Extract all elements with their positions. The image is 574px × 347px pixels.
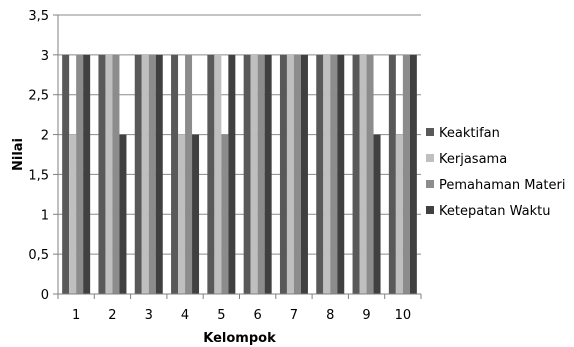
y-tick-labels: 0 0,5 1 1,5 2 2,5 3 3,5 xyxy=(28,9,58,303)
legend-swatch xyxy=(426,206,434,214)
y-tick-label: 0 xyxy=(41,288,49,303)
bar-keaktifan-5 xyxy=(207,54,215,294)
bar-kerjasama-3 xyxy=(141,54,149,294)
bar-ketepatan-waktu-6 xyxy=(264,54,272,294)
bar-keaktifan-7 xyxy=(279,54,287,294)
bar-kerjasama-5 xyxy=(214,54,222,294)
y-tick-label: 0,5 xyxy=(28,248,49,263)
bar-pemahaman-materi-2 xyxy=(112,54,120,294)
x-tick-label: 4 xyxy=(181,308,189,323)
bar-ketepatan-waktu-5 xyxy=(228,54,236,294)
y-tick-label: 1 xyxy=(41,208,49,223)
y-tick-label: 2,5 xyxy=(28,89,49,104)
bar-pemahaman-materi-10 xyxy=(402,54,410,294)
bar-ketepatan-waktu-4 xyxy=(192,134,200,294)
bar-kerjasama-2 xyxy=(105,54,113,294)
bar-ketepatan-waktu-1 xyxy=(83,54,91,294)
legend-label: Ketepatan Waktu xyxy=(439,204,550,219)
legend-label: Kerjasama xyxy=(439,152,507,167)
bar-keaktifan-1 xyxy=(62,54,70,294)
bar-pemahaman-materi-8 xyxy=(330,54,338,294)
bar-pemahaman-materi-7 xyxy=(293,54,301,294)
bar-kerjasama-4 xyxy=(178,134,186,294)
bar-ketepatan-waktu-2 xyxy=(119,134,127,294)
bar-pemahaman-materi-5 xyxy=(221,134,229,294)
bar-ketepatan-waktu-7 xyxy=(300,54,308,294)
x-tick-label: 10 xyxy=(395,308,412,323)
bar-pemahaman-materi-3 xyxy=(148,54,156,294)
y-tick-label: 1,5 xyxy=(28,168,49,183)
bar-pemahaman-materi-6 xyxy=(257,54,265,294)
bar-ketepatan-waktu-10 xyxy=(409,54,417,294)
bar-ketepatan-waktu-3 xyxy=(155,54,163,294)
legend-label: Keaktifan xyxy=(439,126,500,141)
x-tick-label: 5 xyxy=(217,308,225,323)
x-tick-label: 8 xyxy=(326,308,334,323)
x-axis-title: Kelompok xyxy=(203,331,276,346)
x-tick-label: 9 xyxy=(362,308,370,323)
bar-keaktifan-10 xyxy=(388,54,396,294)
bar-kerjasama-6 xyxy=(250,54,258,294)
legend-label: Pemahaman Materi xyxy=(439,178,565,193)
bar-ketepatan-waktu-9 xyxy=(373,134,381,294)
x-tick-label: 7 xyxy=(290,308,298,323)
bar-keaktifan-4 xyxy=(171,54,179,294)
bar-keaktifan-3 xyxy=(134,54,142,294)
bar-pemahaman-materi-1 xyxy=(76,54,84,294)
bar-kerjasama-7 xyxy=(286,54,294,294)
bar-pemahaman-materi-9 xyxy=(366,54,374,294)
legend-swatch xyxy=(426,154,434,162)
bars xyxy=(62,54,417,294)
bar-kerjasama-8 xyxy=(323,54,331,294)
bar-keaktifan-6 xyxy=(243,54,251,294)
bar-pemahaman-materi-4 xyxy=(185,54,193,294)
bar-keaktifan-2 xyxy=(98,54,106,294)
legend-swatch xyxy=(426,128,434,136)
y-tick-label: 2 xyxy=(41,129,49,144)
x-tick-label: 1 xyxy=(72,308,80,323)
bar-kerjasama-1 xyxy=(69,134,77,294)
x-tick-labels: 1 2 3 4 5 6 7 8 9 10 xyxy=(57,294,422,323)
legend-swatch xyxy=(426,180,434,188)
y-tick-label: 3,5 xyxy=(28,9,49,24)
x-tick-label: 6 xyxy=(254,308,262,323)
bar-kerjasama-9 xyxy=(359,54,367,294)
bar-keaktifan-9 xyxy=(352,54,360,294)
bar-ketepatan-waktu-8 xyxy=(337,54,345,294)
x-tick-label: 2 xyxy=(108,308,116,323)
bar-keaktifan-8 xyxy=(316,54,324,294)
legend: Keaktifan Kerjasama Pemahaman Materi Ketepa… xyxy=(426,126,565,219)
bar-kerjasama-10 xyxy=(395,134,403,294)
y-tick-label: 3 xyxy=(41,49,49,64)
x-tick-label: 3 xyxy=(145,308,153,323)
y-axis-title: Nilai xyxy=(11,138,26,171)
